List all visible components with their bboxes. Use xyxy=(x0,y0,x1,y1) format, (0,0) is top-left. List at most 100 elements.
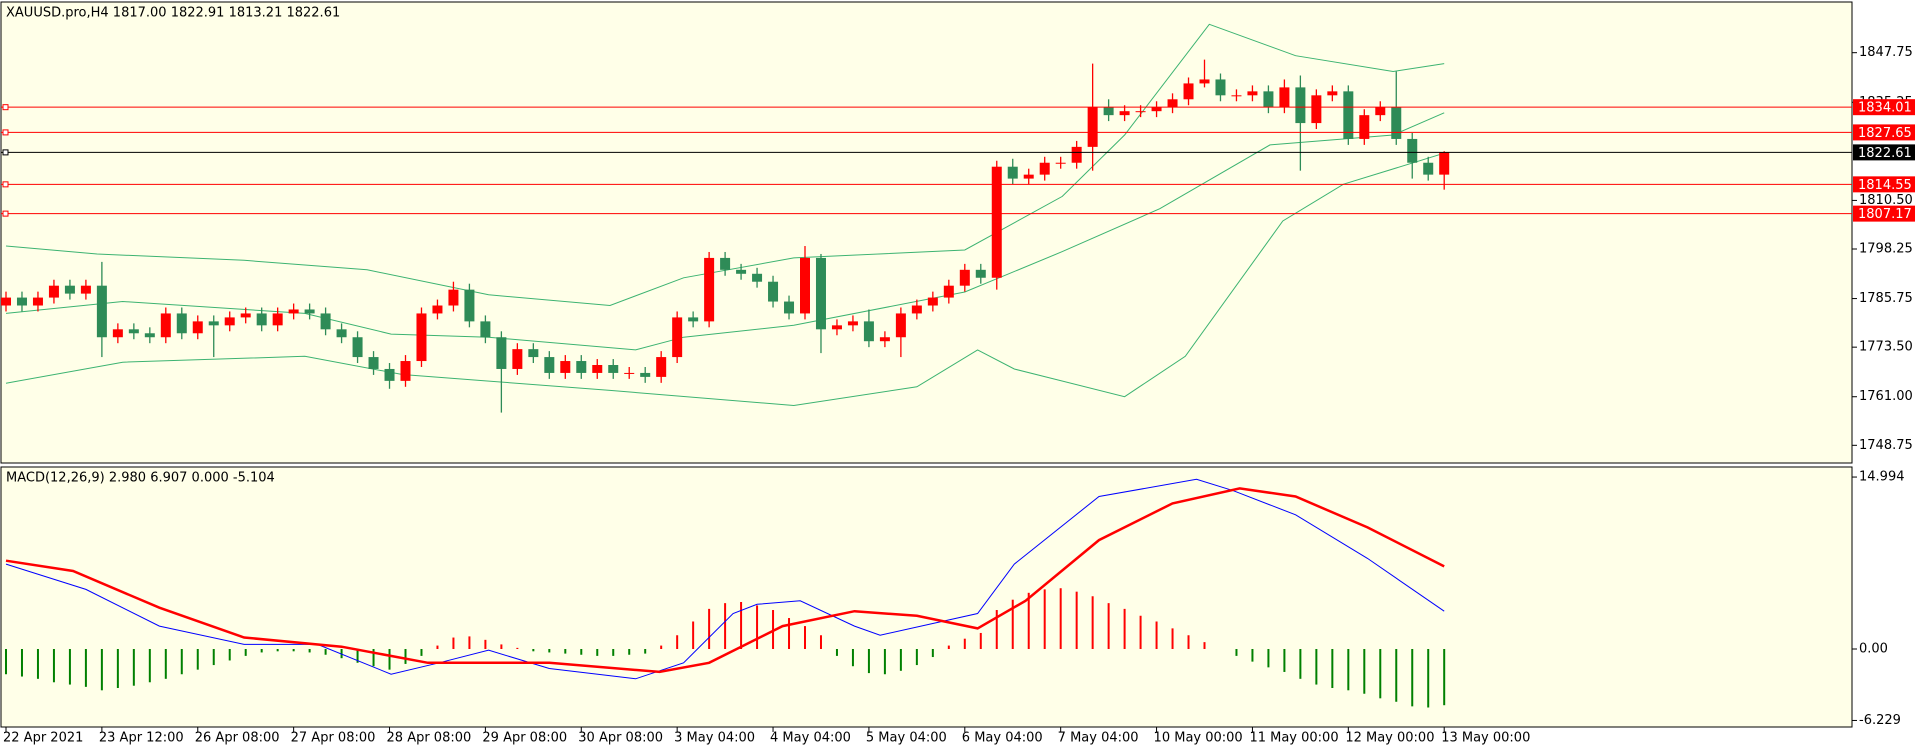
candle-body xyxy=(1103,107,1114,116)
candle-body xyxy=(847,321,858,326)
candle-body xyxy=(656,357,667,377)
bollinger-band xyxy=(5,152,1445,407)
candle-body xyxy=(736,269,747,274)
candle-body xyxy=(1391,107,1402,139)
candle-body xyxy=(688,317,699,322)
candle-body xyxy=(704,257,715,322)
price-level-label-bg xyxy=(1853,176,1915,193)
panel-title: XAUUSD.pro,H4 1817.00 1822.91 1813.21 18… xyxy=(6,6,340,21)
candle-body xyxy=(272,313,283,326)
candle-body xyxy=(640,372,651,377)
y-tick-label: 1810.50 xyxy=(1859,193,1913,208)
candle-body xyxy=(1151,107,1162,112)
y-tick-label: 1748.75 xyxy=(1859,438,1913,453)
x-tick-label: 11 May 00:00 xyxy=(1249,731,1338,746)
candle-body xyxy=(208,321,219,326)
candle-body xyxy=(672,317,683,358)
candle-body xyxy=(1215,79,1226,96)
y-tick-label: 1773.50 xyxy=(1859,340,1913,355)
candle-body xyxy=(911,305,922,314)
candle-body xyxy=(784,301,795,314)
candle-body xyxy=(1407,138,1418,163)
candle-body xyxy=(1183,83,1194,100)
candle-body xyxy=(544,357,555,373)
candle-body xyxy=(112,329,123,338)
candle-body xyxy=(1359,115,1370,139)
y-tick-label: 0.00 xyxy=(1859,642,1888,657)
candle-body xyxy=(1135,111,1146,113)
candle-body xyxy=(1247,91,1258,96)
candle-body xyxy=(991,166,1002,278)
candle-body xyxy=(256,313,267,326)
candle-body xyxy=(448,289,459,306)
x-tick-label: 12 May 00:00 xyxy=(1345,731,1434,746)
candle-body xyxy=(352,337,363,358)
x-tick-label: 6 May 04:00 xyxy=(962,731,1043,746)
candle-body xyxy=(384,368,395,381)
candle-body xyxy=(1311,95,1322,124)
y-tick-label: -6.229 xyxy=(1859,713,1901,728)
x-tick-label: 10 May 00:00 xyxy=(1154,731,1243,746)
candle-body xyxy=(224,317,235,326)
candle-body xyxy=(320,313,331,330)
candle-body xyxy=(432,305,443,314)
x-tick-label: 22 Apr 2021 xyxy=(3,731,83,746)
candle-body xyxy=(144,333,155,338)
price-level-label-bg xyxy=(1853,144,1915,161)
price-level-label-bg xyxy=(1853,205,1915,222)
price-level-label: 1807.17 xyxy=(1858,207,1912,222)
candle-body xyxy=(304,309,315,314)
candle-body xyxy=(1327,91,1338,96)
candle-body xyxy=(1263,91,1274,108)
candle-body xyxy=(128,329,139,334)
level-marker xyxy=(2,210,9,217)
candle-body xyxy=(895,313,906,338)
x-tick-label: 30 Apr 08:00 xyxy=(578,731,663,746)
candle-body xyxy=(32,297,43,306)
candle-body xyxy=(752,273,763,282)
level-marker xyxy=(2,149,9,156)
candle-body xyxy=(879,337,890,342)
candle-body xyxy=(624,372,635,374)
price-level-label: 1834.01 xyxy=(1858,101,1912,116)
x-tick-label: 4 May 04:00 xyxy=(770,731,851,746)
candle-body xyxy=(943,285,954,298)
price-level-label: 1827.65 xyxy=(1858,126,1912,141)
candle-body xyxy=(800,257,810,314)
y-tick-label: 1798.25 xyxy=(1859,241,1913,256)
candle-body xyxy=(975,269,986,278)
x-tick-label: 5 May 04:00 xyxy=(866,731,947,746)
candle-body xyxy=(48,285,59,298)
candle-body xyxy=(16,297,27,306)
candle-body xyxy=(1423,162,1434,175)
price-level-label: 1822.61 xyxy=(1858,146,1912,161)
candle-body xyxy=(1087,107,1098,147)
candle-body xyxy=(528,349,539,358)
candle-body xyxy=(1039,162,1050,175)
candle-body xyxy=(416,313,427,362)
candle-body xyxy=(96,285,107,338)
x-tick-label: 13 May 00:00 xyxy=(1441,731,1530,746)
candle-body xyxy=(288,309,299,314)
candle-body xyxy=(1439,152,1450,175)
candle-body xyxy=(608,365,619,373)
candle-body xyxy=(720,257,731,270)
candle-body xyxy=(480,321,491,338)
candle-body xyxy=(368,357,379,369)
x-tick-label: 3 May 04:00 xyxy=(674,731,755,746)
panel-title: MACD(12,26,9) 2.980 6.907 0.000 -5.104 xyxy=(6,471,275,486)
level-marker xyxy=(2,129,9,136)
y-tick-label: 1785.75 xyxy=(1859,291,1913,306)
x-tick-label: 26 Apr 08:00 xyxy=(195,731,280,746)
candle-body xyxy=(512,349,523,369)
candle-body xyxy=(1279,87,1290,108)
bollinger-band xyxy=(5,23,1445,307)
candle-body xyxy=(1,297,11,306)
x-tick-label: 7 May 04:00 xyxy=(1058,731,1139,746)
candle-body xyxy=(1343,91,1354,139)
candle-body xyxy=(1071,146,1082,163)
x-tick-label: 23 Apr 12:00 xyxy=(99,731,184,746)
candle-body xyxy=(176,313,187,334)
